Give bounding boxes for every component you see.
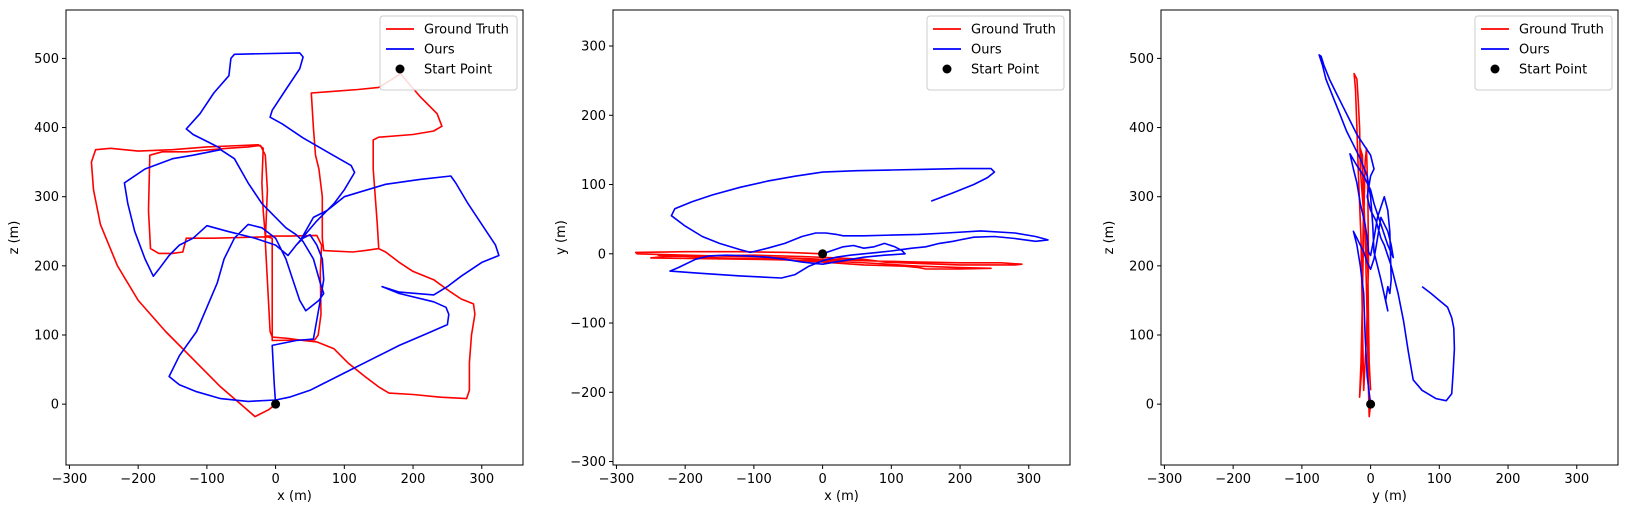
ground-truth-series-line (634, 250, 1023, 270)
y-tick-label: 0 (598, 247, 606, 262)
y-tick-label: 100 (1129, 329, 1154, 344)
x-tick-label: 300 (1564, 472, 1589, 487)
legend-label: Start Point (1519, 63, 1587, 78)
start-point-marker (818, 249, 828, 259)
x-tick-label: 0 (271, 472, 279, 487)
y-tick-label: 500 (34, 52, 59, 67)
subplot-xy: −300 −200 −100 0 100 200 300 −300 −200 −100 0 100 20… (554, 9, 1071, 504)
y-tick-label: 300 (34, 190, 59, 205)
legend-label: Ours (1519, 43, 1550, 58)
x-axis-label: x (m) (824, 489, 859, 504)
y-tick-label: 300 (581, 40, 606, 55)
y-tick-label: 0 (51, 398, 59, 413)
y-tick-label: 200 (34, 259, 59, 274)
x-tick-label: −100 (1284, 472, 1320, 487)
y-tick-label: 0 (1146, 398, 1154, 413)
x-tick-label: 200 (401, 472, 426, 487)
ground-truth-series-line (90, 72, 476, 418)
legend (926, 15, 1065, 91)
y-tick-label: −200 (570, 386, 606, 401)
x-tick-label: 200 (948, 472, 973, 487)
x-tick-label: −300 (599, 472, 635, 487)
subplot-yz: −300 −200 −100 0 100 200 300 0 100 200 300 400 500 y … (1102, 9, 1619, 504)
ours-series-line (669, 167, 1049, 279)
axes-frame (612, 9, 1071, 466)
x-tick-label: −200 (1215, 472, 1251, 487)
legend-start-point-marker (942, 64, 952, 74)
x-tick-label: 100 (332, 472, 357, 487)
ours-series-line (1318, 54, 1456, 405)
y-axis-label: y (m) (554, 220, 569, 255)
x-tick-label: 0 (1366, 472, 1374, 487)
legend-label: Ours (971, 43, 1002, 58)
legend (1474, 15, 1613, 91)
y-tick-label: 500 (1129, 52, 1154, 67)
x-tick-label: 200 (1496, 472, 1521, 487)
x-tick-label: 300 (1016, 472, 1041, 487)
x-tick-label: −100 (189, 472, 225, 487)
subplot-xz: −300 −200 −100 0 100 200 300 0 100 200 300 400 500 x … (7, 9, 524, 504)
axes-frame (1160, 9, 1619, 466)
legend-start-point-marker (1490, 64, 1500, 74)
x-tick-label: 100 (1427, 472, 1452, 487)
x-tick-label: −200 (667, 472, 703, 487)
y-tick-label: 200 (1129, 259, 1154, 274)
x-tick-label: 300 (469, 472, 494, 487)
x-tick-label: 100 (879, 472, 904, 487)
y-tick-label: 400 (34, 121, 59, 136)
y-axis-label: z (m) (7, 221, 22, 255)
x-tick-label: 0 (818, 472, 826, 487)
start-point-marker (1366, 399, 1376, 409)
legend-label: Ground Truth (971, 23, 1056, 38)
x-tick-label: −200 (120, 472, 156, 487)
x-tick-label: −100 (736, 472, 772, 487)
legend-label: Ground Truth (424, 23, 509, 38)
y-tick-label: 200 (581, 109, 606, 124)
x-tick-label: −300 (52, 472, 88, 487)
y-tick-label: −300 (570, 455, 606, 470)
legend (379, 15, 518, 91)
legend-label: Start Point (424, 63, 492, 78)
legend-start-point-marker (395, 64, 405, 74)
axes-frame (65, 9, 524, 466)
y-tick-label: 100 (34, 329, 59, 344)
y-tick-label: 300 (1129, 190, 1154, 205)
ours-series-line (123, 52, 500, 405)
x-axis-label: x (m) (277, 489, 312, 504)
x-tick-label: −300 (1147, 472, 1183, 487)
start-point-marker (271, 399, 281, 409)
legend-label: Ours (424, 43, 455, 58)
y-tick-label: −100 (570, 317, 606, 332)
legend-label: Start Point (971, 63, 1039, 78)
y-axis-label: z (m) (1102, 221, 1117, 255)
x-axis-label: y (m) (1372, 489, 1407, 504)
y-tick-label: 100 (581, 178, 606, 193)
legend-label: Ground Truth (1519, 23, 1604, 38)
y-tick-label: 400 (1129, 121, 1154, 136)
